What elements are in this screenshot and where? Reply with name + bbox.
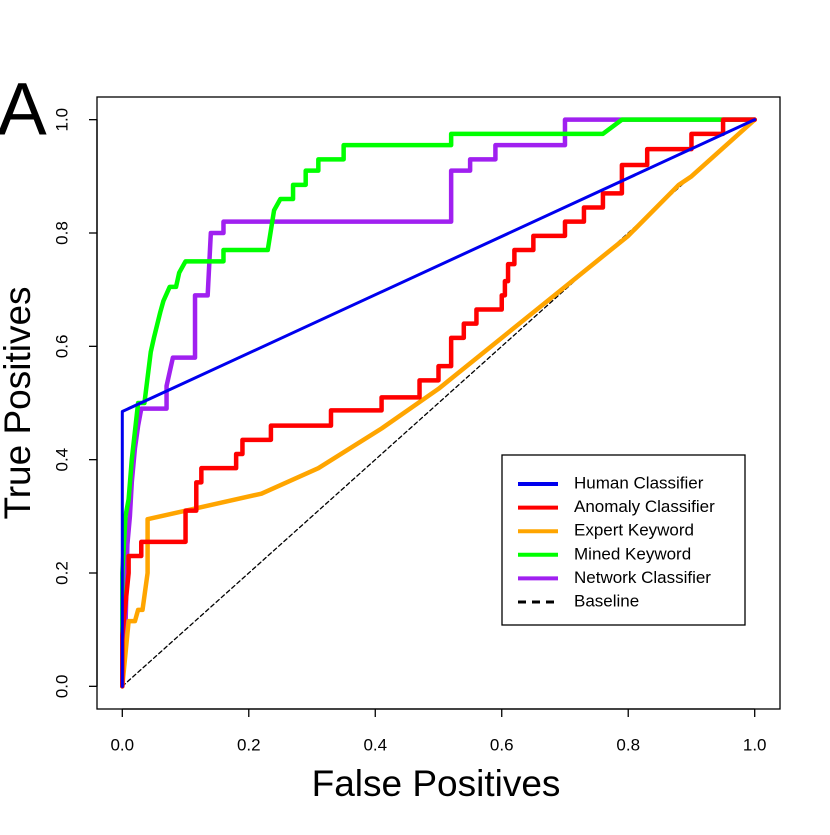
x-tick-label: 0.6 <box>490 735 514 754</box>
legend-label: Anomaly Classifier <box>574 497 715 516</box>
y-tick-label: 0.4 <box>52 448 71 472</box>
y-tick-label: 0.0 <box>52 675 71 699</box>
series-line <box>120 117 757 689</box>
x-tick-label: 0.2 <box>237 735 261 754</box>
y-tick-label: 0.6 <box>52 335 71 359</box>
x-tick-label: 0.8 <box>616 735 640 754</box>
x-tick-label: 1.0 <box>743 735 767 754</box>
x-tick-label: 0.4 <box>363 735 387 754</box>
legend-label: Mined Keyword <box>574 544 691 563</box>
legend-label: Network Classifier <box>574 568 711 587</box>
legend-label: Baseline <box>574 591 639 610</box>
series-line <box>120 118 757 688</box>
y-tick-label: 1.0 <box>52 108 71 132</box>
y-tick-label: 0.8 <box>52 221 71 245</box>
y-axis-label: True Positives <box>0 286 38 519</box>
legend-label: Expert Keyword <box>574 521 694 540</box>
legend-label: Human Classifier <box>574 473 704 492</box>
y-tick-label: 0.2 <box>52 561 71 585</box>
panel-label: A <box>0 68 47 151</box>
series-line <box>120 117 757 689</box>
series-line <box>120 117 757 689</box>
x-tick-label: 0.0 <box>110 735 134 754</box>
x-axis-label: False Positives <box>312 763 561 804</box>
